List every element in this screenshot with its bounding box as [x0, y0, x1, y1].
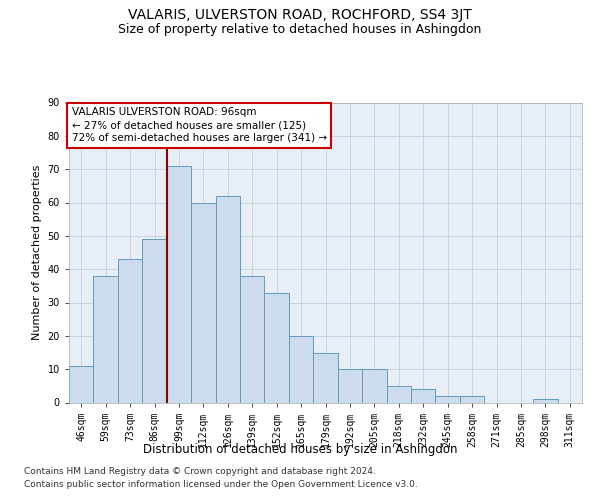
Text: VALARIS, ULVERSTON ROAD, ROCHFORD, SS4 3JT: VALARIS, ULVERSTON ROAD, ROCHFORD, SS4 3… — [128, 8, 472, 22]
Bar — [215, 196, 240, 402]
Bar — [460, 396, 484, 402]
Bar — [362, 369, 386, 402]
Bar — [533, 399, 557, 402]
Bar — [411, 389, 436, 402]
Y-axis label: Number of detached properties: Number of detached properties — [32, 165, 42, 340]
Bar — [240, 276, 265, 402]
Text: VALARIS ULVERSTON ROAD: 96sqm
← 27% of detached houses are smaller (125)
72% of : VALARIS ULVERSTON ROAD: 96sqm ← 27% of d… — [71, 107, 326, 144]
Text: Size of property relative to detached houses in Ashingdon: Size of property relative to detached ho… — [118, 22, 482, 36]
Bar — [118, 259, 142, 402]
Bar — [94, 276, 118, 402]
Text: Contains HM Land Registry data © Crown copyright and database right 2024.
Contai: Contains HM Land Registry data © Crown c… — [24, 468, 418, 489]
Bar — [313, 352, 338, 403]
Bar — [167, 166, 191, 402]
Bar — [69, 366, 94, 403]
Bar — [338, 369, 362, 402]
Bar — [436, 396, 460, 402]
Bar — [265, 292, 289, 403]
Bar — [142, 239, 167, 402]
Bar — [289, 336, 313, 402]
Text: Distribution of detached houses by size in Ashingdon: Distribution of detached houses by size … — [143, 442, 457, 456]
Bar — [191, 202, 215, 402]
Bar — [386, 386, 411, 402]
